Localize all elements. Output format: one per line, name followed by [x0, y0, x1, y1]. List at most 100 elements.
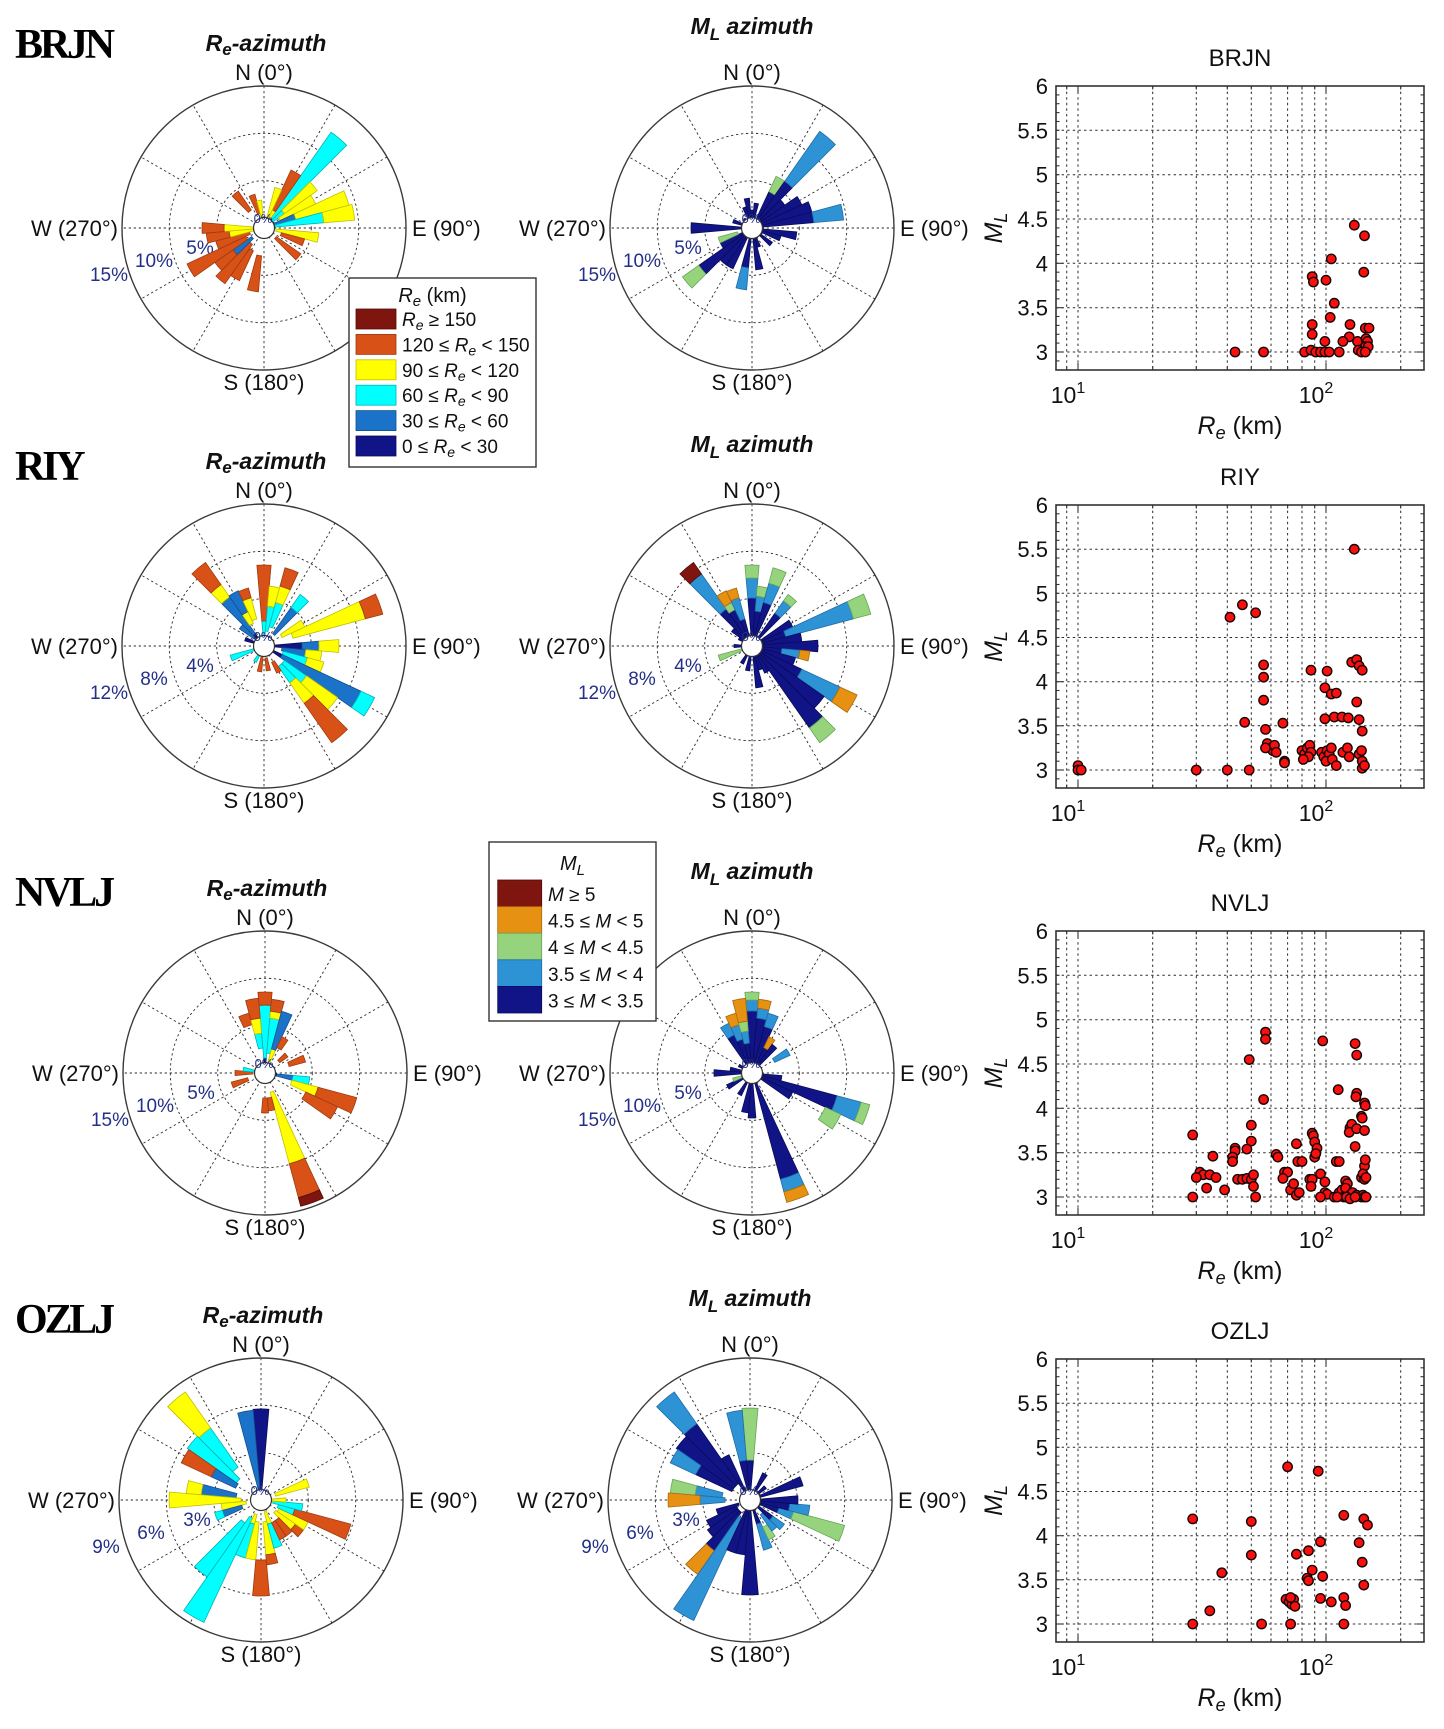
- svg-text:RIY: RIY: [1220, 464, 1260, 491]
- svg-text:10%: 10%: [623, 1096, 661, 1117]
- svg-text:ML: ML: [980, 1058, 1011, 1089]
- svg-text:5: 5: [1036, 581, 1048, 606]
- svg-text:5%: 5%: [674, 1083, 702, 1104]
- svg-text:S (180°): S (180°): [224, 788, 305, 813]
- svg-text:3.5: 3.5: [1017, 296, 1048, 321]
- svg-text:0%: 0%: [254, 629, 273, 644]
- svg-text:NVLJ: NVLJ: [15, 870, 114, 916]
- svg-text:5.5: 5.5: [1017, 963, 1048, 988]
- svg-text:ML: ML: [980, 631, 1011, 662]
- svg-text:NVLJ: NVLJ: [1211, 890, 1270, 917]
- svg-text:0%: 0%: [742, 1056, 761, 1071]
- svg-text:5: 5: [1036, 1008, 1048, 1033]
- svg-text:0%: 0%: [740, 1483, 759, 1498]
- svg-text:3.5: 3.5: [1017, 1568, 1048, 1593]
- svg-text:S (180°): S (180°): [225, 1215, 306, 1240]
- svg-text:N (0°): N (0°): [232, 1332, 290, 1357]
- svg-text:Re ≥ 150: Re ≥ 150: [402, 310, 476, 333]
- svg-text:E (90°): E (90°): [409, 1488, 478, 1513]
- svg-text:BRJN: BRJN: [15, 22, 115, 68]
- svg-text:Re (km): Re (km): [1198, 412, 1283, 443]
- svg-text:5.5: 5.5: [1017, 118, 1048, 143]
- svg-text:4.5: 4.5: [1017, 207, 1048, 232]
- svg-text:15%: 15%: [578, 1110, 616, 1131]
- svg-text:12%: 12%: [578, 683, 616, 704]
- svg-text:Re (km): Re (km): [1198, 830, 1283, 861]
- svg-text:15%: 15%: [91, 1110, 129, 1131]
- svg-text:S (180°): S (180°): [712, 370, 793, 395]
- svg-text:N (0°): N (0°): [236, 905, 294, 930]
- svg-text:3: 3: [1036, 1185, 1048, 1210]
- svg-text:W (270°): W (270°): [28, 1488, 115, 1513]
- svg-text:E (90°): E (90°): [900, 1061, 969, 1086]
- svg-text:6: 6: [1036, 1347, 1048, 1372]
- svg-text:30 ≤ Re < 60: 30 ≤ Re < 60: [402, 412, 508, 435]
- svg-text:4: 4: [1036, 1096, 1048, 1121]
- svg-text:15%: 15%: [578, 265, 616, 286]
- svg-text:6: 6: [1036, 919, 1048, 944]
- svg-text:M ≥ 5: M ≥ 5: [548, 885, 595, 906]
- svg-text:10%: 10%: [136, 1096, 174, 1117]
- svg-text:W (270°): W (270°): [519, 1061, 606, 1086]
- svg-text:OZLJ: OZLJ: [15, 1297, 114, 1343]
- svg-text:S (180°): S (180°): [224, 370, 305, 395]
- svg-text:0%: 0%: [742, 629, 761, 644]
- svg-text:S (180°): S (180°): [712, 1215, 793, 1240]
- svg-text:8%: 8%: [140, 669, 168, 690]
- svg-text:OZLJ: OZLJ: [1211, 1318, 1270, 1345]
- svg-text:S (180°): S (180°): [710, 1642, 791, 1667]
- svg-text:N (0°): N (0°): [235, 60, 293, 85]
- svg-text:W (270°): W (270°): [519, 216, 606, 241]
- svg-text:4.5 ≤ M < 5: 4.5 ≤ M < 5: [548, 912, 643, 933]
- svg-text:Re (km): Re (km): [1198, 1257, 1283, 1288]
- svg-text:E (90°): E (90°): [900, 634, 969, 659]
- svg-text:4%: 4%: [186, 656, 214, 677]
- svg-text:RIY: RIY: [15, 444, 85, 490]
- svg-text:120 ≤ Re < 150: 120 ≤ Re < 150: [402, 335, 530, 358]
- svg-text:BRJN: BRJN: [1209, 45, 1272, 72]
- svg-text:15%: 15%: [90, 265, 128, 286]
- svg-text:0%: 0%: [251, 1483, 270, 1498]
- svg-text:Re (km): Re (km): [1198, 1684, 1283, 1715]
- svg-text:5.5: 5.5: [1017, 1391, 1048, 1416]
- svg-text:3%: 3%: [183, 1510, 211, 1531]
- svg-text:ML: ML: [980, 213, 1011, 244]
- svg-text:S (180°): S (180°): [712, 788, 793, 813]
- svg-text:5: 5: [1036, 1435, 1048, 1460]
- svg-text:9%: 9%: [92, 1537, 120, 1558]
- svg-text:3%: 3%: [672, 1510, 700, 1531]
- svg-text:ML azimuth: ML azimuth: [689, 1285, 812, 1316]
- svg-text:3 ≤ M < 3.5: 3 ≤ M < 3.5: [548, 991, 643, 1012]
- svg-text:W (270°): W (270°): [31, 634, 118, 659]
- svg-text:4.5: 4.5: [1017, 1052, 1048, 1077]
- svg-text:60 ≤ Re < 90: 60 ≤ Re < 90: [402, 386, 508, 409]
- svg-text:5%: 5%: [187, 1083, 215, 1104]
- svg-text:4.5: 4.5: [1017, 1480, 1048, 1505]
- svg-text:3.5: 3.5: [1017, 714, 1048, 739]
- svg-text:Re (km): Re (km): [398, 285, 466, 310]
- svg-text:N (0°): N (0°): [723, 478, 781, 503]
- svg-text:0%: 0%: [742, 211, 761, 226]
- svg-text:4: 4: [1036, 251, 1048, 276]
- svg-text:5.5: 5.5: [1017, 537, 1048, 562]
- svg-text:3: 3: [1036, 340, 1048, 365]
- svg-text:5%: 5%: [674, 238, 702, 259]
- svg-text:3.5 ≤ M < 4: 3.5 ≤ M < 4: [548, 965, 644, 986]
- svg-text:N (0°): N (0°): [723, 60, 781, 85]
- svg-text:12%: 12%: [90, 683, 128, 704]
- svg-text:W (270°): W (270°): [519, 634, 606, 659]
- svg-text:4 ≤ M < 4.5: 4 ≤ M < 4.5: [548, 938, 643, 959]
- svg-text:4: 4: [1036, 670, 1048, 695]
- svg-text:W (270°): W (270°): [32, 1061, 119, 1086]
- svg-text:5%: 5%: [186, 238, 214, 259]
- svg-text:0 ≤ Re < 30: 0 ≤ Re < 30: [402, 437, 498, 460]
- svg-text:ML: ML: [560, 853, 585, 879]
- svg-text:3: 3: [1036, 1612, 1048, 1637]
- svg-text:102: 102: [1299, 1225, 1334, 1253]
- svg-text:E (90°): E (90°): [412, 634, 481, 659]
- svg-text:E (90°): E (90°): [900, 216, 969, 241]
- svg-text:W (270°): W (270°): [517, 1488, 604, 1513]
- svg-text:3: 3: [1036, 758, 1048, 783]
- svg-text:0%: 0%: [255, 1056, 274, 1071]
- svg-text:6: 6: [1036, 74, 1048, 99]
